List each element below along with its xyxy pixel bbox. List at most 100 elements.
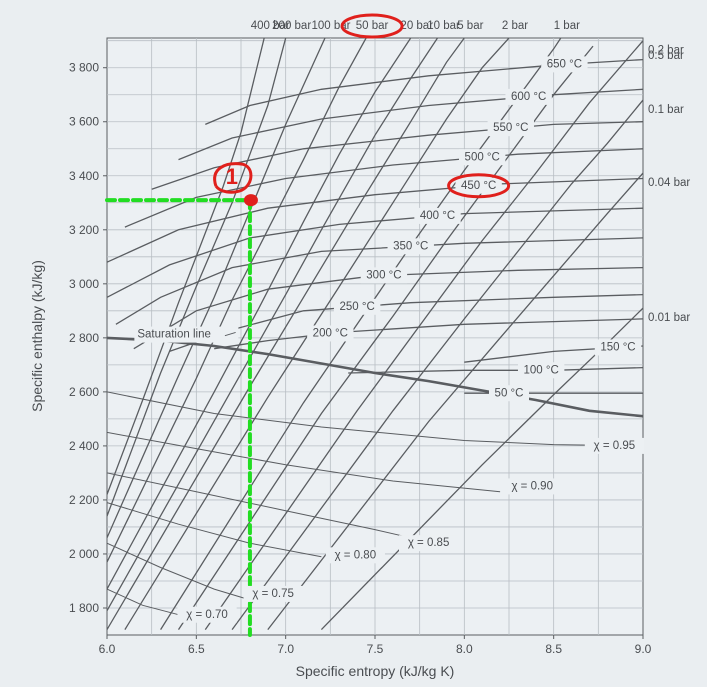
quality-label-chi-0-95-bg [584,437,645,454]
isobar-0-04-bar [267,172,643,630]
isobar-label-0-04-bar: 0.04 bar [648,177,690,189]
y-tick-label: 3 000 [69,277,99,291]
x-tick-label: 7.5 [367,642,384,656]
isotherm-label-250-cc: 250 °C [339,301,374,313]
isotherm-label-250-cc-bg [333,298,381,315]
isotherm-label-200-cc-bg [307,325,354,342]
isotherm-label-400-cc-bg [414,207,461,224]
y-tick-label: 2 400 [69,439,99,453]
isobar-label-400-bar: 400 bar [251,20,290,32]
isobar-0-01-bar [320,307,643,631]
quality-line-chi-0-85 [107,472,411,539]
quality-label-chi-0-95: χ = 0.95 [594,440,636,452]
isotherm-300-cc [133,266,643,350]
quality-line-chi-0-75 [107,542,251,601]
quality-label-chi-0-70: χ = 0.70 [186,609,228,621]
isotherm-label-50-cc: 50 °C [495,387,524,399]
isotherm-label-150-cc-bg [594,339,642,356]
isotherm-label-450-cc-bg [455,177,502,194]
isobar-label-0-2-bar: 0.2 bar [648,45,684,57]
isotherm-500-cc [124,148,643,228]
isotherm-label-50-cc-bg [489,385,529,402]
isobar-0-1-bar [231,99,643,630]
isotherm-400-cc [107,207,643,298]
isobar-label-0-1-bar: 0.1 bar [648,104,684,116]
x-axis-label: Specific entropy (kJ/kg K) [296,663,455,679]
y-tick-label: 3 600 [69,115,99,129]
isobar-label-20-bar: 20 bar [400,20,433,32]
point-number-circle [213,162,253,194]
isotherm-label-550-cc-bg [487,120,534,137]
point-number-label: 1 [226,164,238,189]
isobar-400-bar [107,38,265,495]
isotherm-label-500-cc: 500 °C [465,151,500,163]
isotherm-550-cc [151,121,643,190]
quality-label-chi-0-85: χ = 0.85 [408,537,450,549]
isobar-2-bar [124,38,510,630]
saturation-line-label-bg [134,326,239,343]
y-tick-label: 2 200 [69,493,99,507]
highlight-ellipse-50-bar [340,13,404,39]
quality-label-chi-0-90-bg [502,478,562,495]
x-tick-label: 8.5 [545,642,562,656]
isobar-20-bar [107,38,412,590]
isobar-label-2-bar: 2 bar [502,20,528,32]
isotherm-label-650-cc: 650 °C [547,58,582,70]
quality-label-chi-0-85-bg [399,535,459,552]
quality-label-chi-0-80: χ = 0.80 [335,549,377,561]
isobar-label-0-01-bar: 0.01 bar [648,312,690,324]
isobar-label-50-bar: 50 bar [356,20,389,32]
quality-line-chi-0-95 [107,391,643,447]
isobar-label-200-bar: 200 bar [272,20,311,32]
isobar-label-10-bar: 10 bar [427,20,460,32]
isotherm-450-cc [107,177,643,263]
quality-label-chi-0-80-bg [325,547,385,564]
y-tick-label: 2 000 [69,547,99,561]
isobar-label-0-5-bar: 0.5 bar [648,50,684,62]
isotherm-label-550-cc: 550 °C [493,122,528,134]
quality-line-chi-0-90 [107,431,501,493]
isotherm-600-cc [178,88,643,161]
isotherm-label-650-cc-bg [541,56,588,73]
x-tick-label: 6.0 [99,642,116,656]
y-tick-label: 1 800 [69,601,99,615]
isotherm-label-100-cc-bg [517,362,565,379]
saturation-line-label: Saturation line [137,329,211,341]
isobar-label-100-bar: 100 bar [311,20,350,32]
isotherm-label-100-cc: 100 °C [524,364,559,376]
isotherm-label-350-cc: 350 °C [393,240,428,252]
annotations: 1 [213,13,511,207]
marked-point-dot [243,194,258,207]
isobar-label-1-bar: 1 bar [554,20,580,32]
highlight-ellipse-450-cc [447,173,511,199]
x-tick-label: 7.0 [277,642,294,656]
isotherm-label-600-cc: 600 °C [511,91,546,103]
y-tick-label: 3 400 [69,169,99,183]
isotherm-label-200-cc: 200 °C [313,327,348,339]
x-tick-label: 9.0 [635,642,652,656]
isotherm-label-450-cc: 450 °C [461,180,496,192]
saturation-leader [224,331,236,337]
isotherm-label-300-cc-bg [360,267,408,284]
x-tick-label: 6.5 [188,642,205,656]
isotherm-label-500-cc-bg [459,149,506,166]
quality-label-chi-0-75: χ = 0.75 [252,588,294,600]
isobar-200-bar [107,38,287,517]
isotherm-label-300-cc: 300 °C [366,269,401,281]
quality-label-chi-0-75-bg [243,585,303,602]
y-axis-label: Specific enthalpy (kJ/kg) [29,260,45,412]
quality-label-chi-0-70-bg [177,606,237,623]
quality-label-chi-0-90: χ = 0.90 [511,480,553,492]
isotherm-350-cc [115,237,643,325]
quality-line-chi-0-80 [107,502,322,558]
saturation-line [107,336,643,418]
y-tick-label: 2 800 [69,331,99,345]
isobar-label-5-bar: 5 bar [457,20,483,32]
isotherm-100-cc [348,366,643,374]
y-tick-label: 3 200 [69,223,99,237]
isotherm-label-150-cc: 150 °C [600,341,635,353]
isobar-0-2-bar [204,40,643,630]
isotherm-label-400-cc: 400 °C [420,210,455,222]
